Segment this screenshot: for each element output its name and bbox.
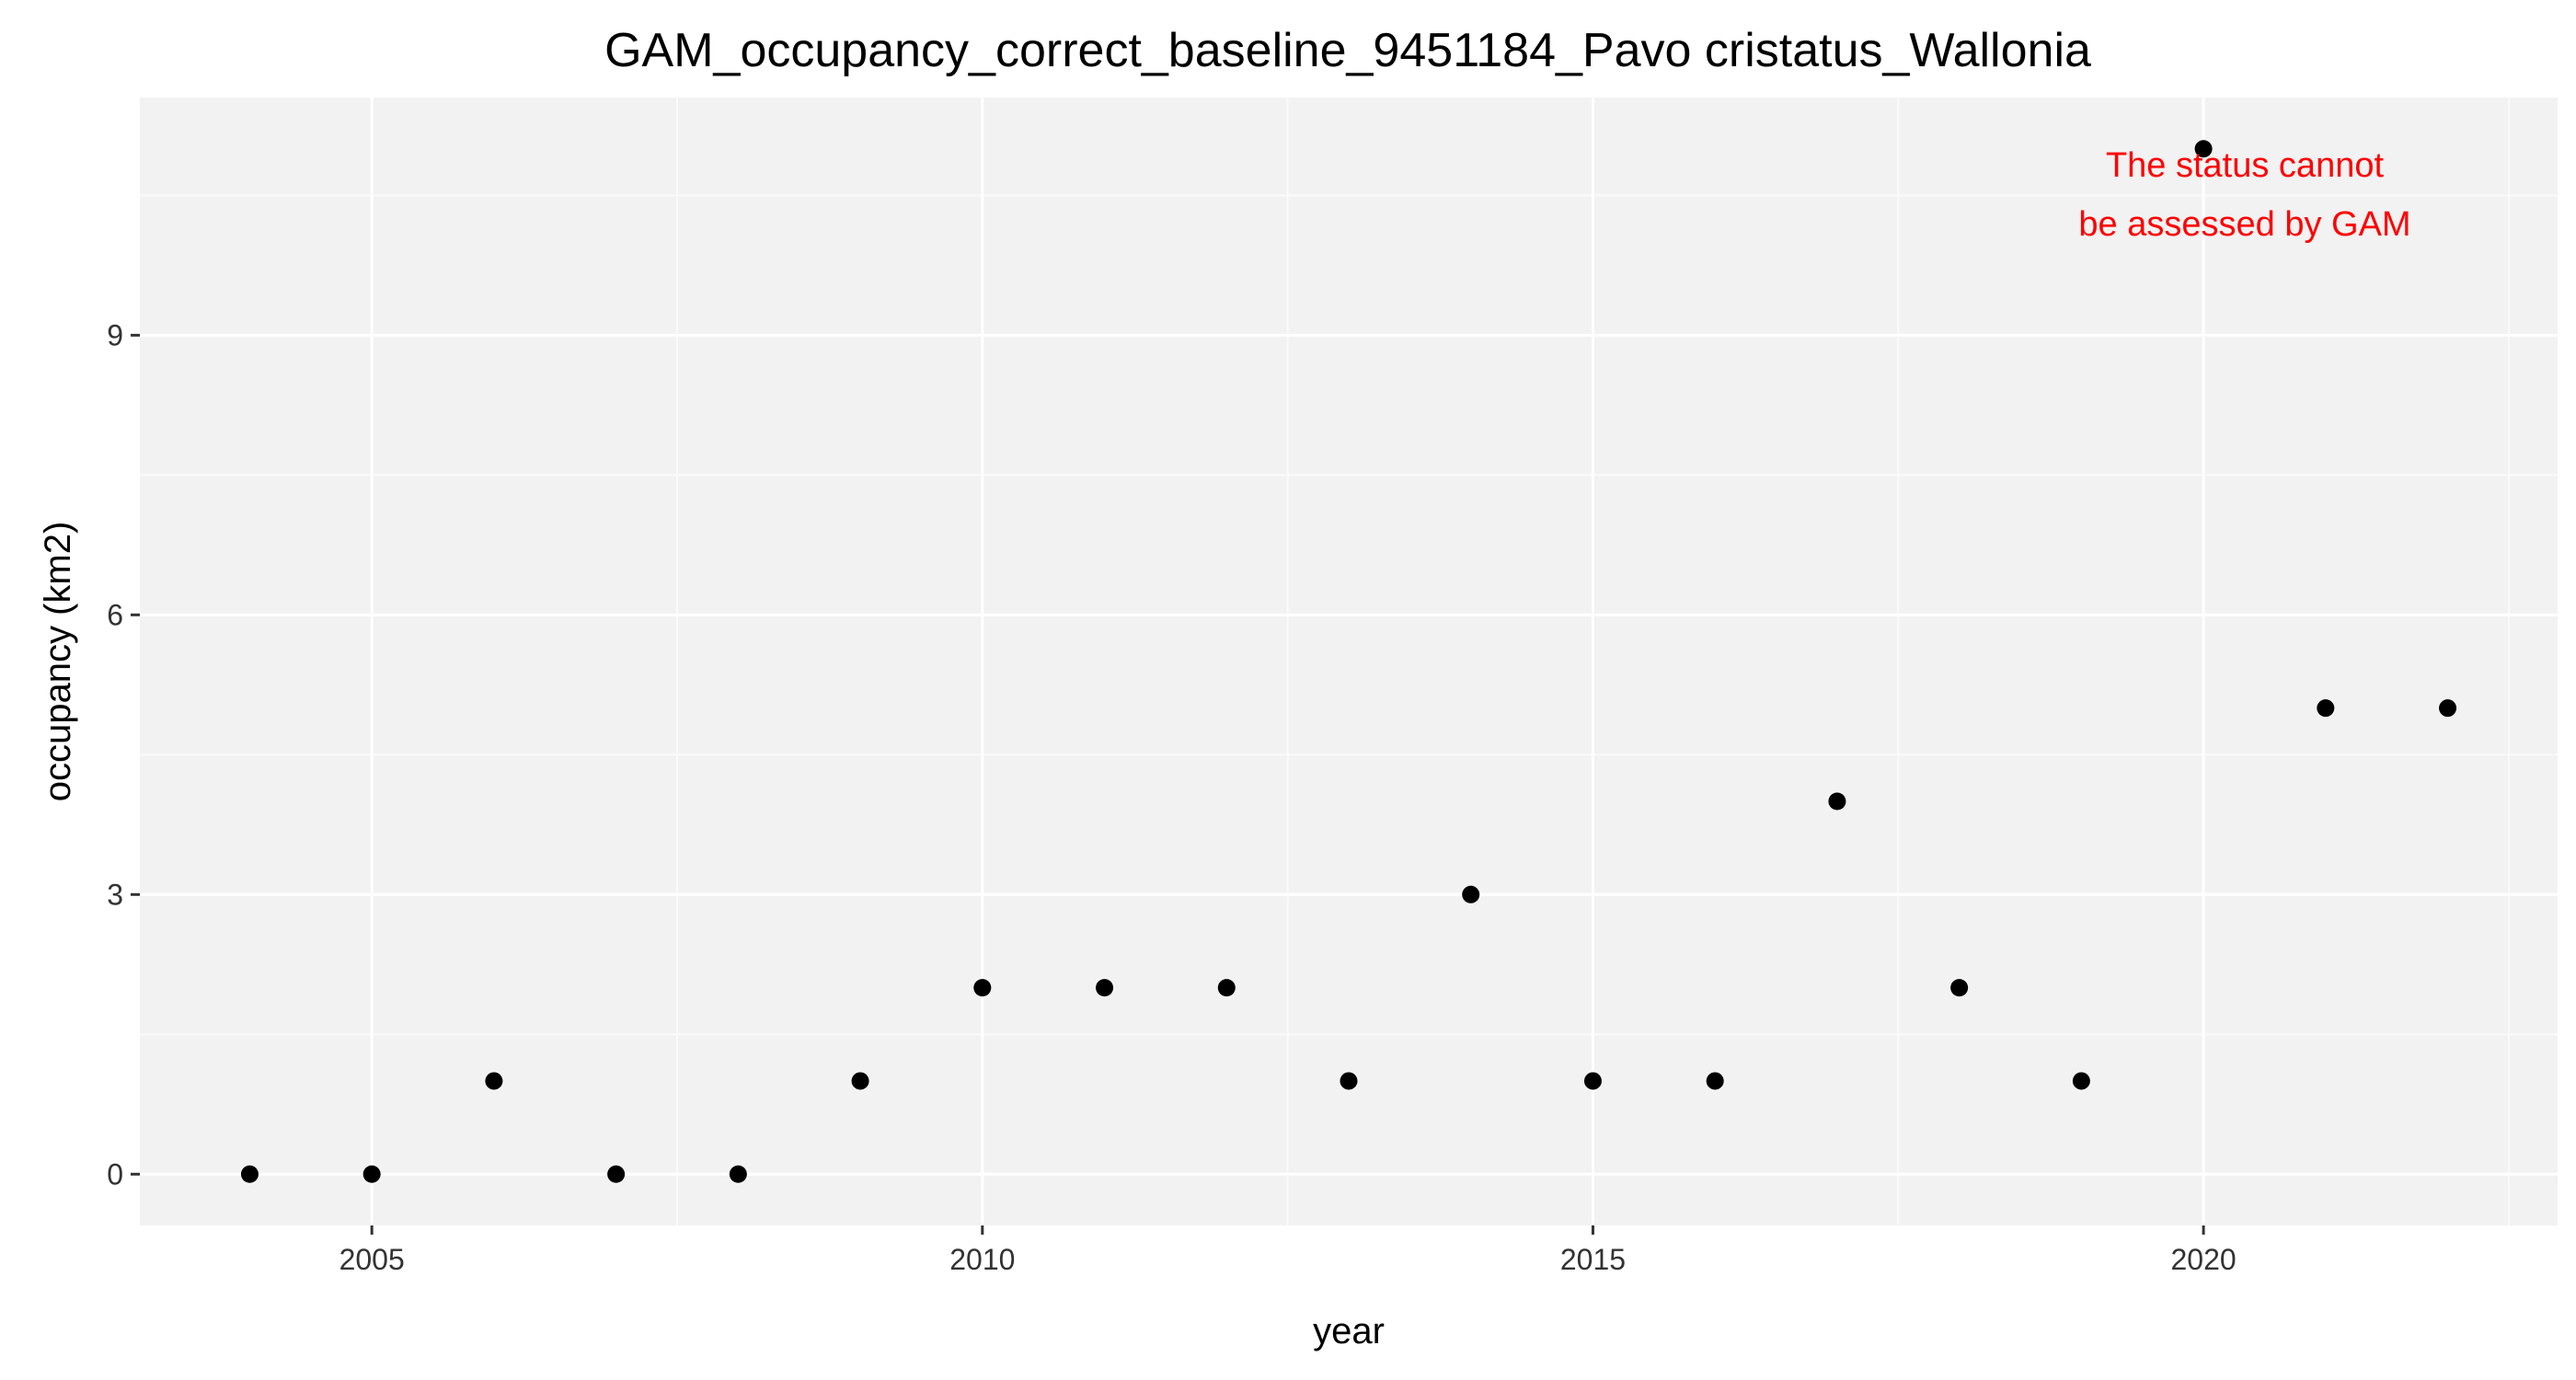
data-point <box>729 1165 747 1183</box>
data-point <box>973 979 992 997</box>
grid-minor <box>140 98 2558 1225</box>
data-point <box>2072 1072 2090 1090</box>
data-point <box>1340 1072 1358 1090</box>
data-point <box>1706 1072 1724 1090</box>
plot-panel <box>140 98 2558 1225</box>
x-tick-label: 2010 <box>949 1243 1015 1276</box>
data-point <box>1462 885 1480 903</box>
status-annotation: The status cannot be assessed by GAM <box>2078 146 2410 244</box>
data-point <box>1096 979 1114 997</box>
data-point <box>362 1165 381 1183</box>
data-point <box>851 1072 869 1090</box>
chart-title: GAM_occupancy_correct_baseline_9451184_P… <box>604 24 2091 77</box>
x-tick-label: 2020 <box>2170 1243 2236 1276</box>
data-point <box>1828 792 1846 811</box>
x-tick-label: 2015 <box>1560 1243 1626 1276</box>
x-axis-title: year <box>1313 1311 1385 1351</box>
grid-major <box>140 98 2558 1225</box>
y-tick-label: 3 <box>107 878 123 911</box>
y-tick-label: 6 <box>107 598 123 631</box>
data-point <box>485 1072 503 1090</box>
data-point <box>240 1165 259 1183</box>
y-axis-title: occupancy (km2) <box>38 522 78 802</box>
data-point <box>1217 979 1236 997</box>
data-point <box>2194 140 2213 158</box>
data-point <box>1950 979 1969 997</box>
data-point <box>1583 1072 1602 1090</box>
y-axis: 0 3 6 9 <box>107 318 140 1190</box>
annotation-line-2: be assessed by GAM <box>2078 205 2410 244</box>
data-points <box>240 140 2457 1183</box>
data-point <box>2439 699 2457 718</box>
y-tick-label: 9 <box>107 318 123 351</box>
annotation-line-1: The status cannot <box>2106 146 2385 185</box>
y-tick-label: 0 <box>107 1157 123 1190</box>
x-tick-label: 2005 <box>339 1243 405 1276</box>
data-point <box>2317 699 2335 718</box>
x-axis: 2005 2010 2015 2020 <box>339 1225 2237 1276</box>
data-point <box>607 1165 626 1183</box>
